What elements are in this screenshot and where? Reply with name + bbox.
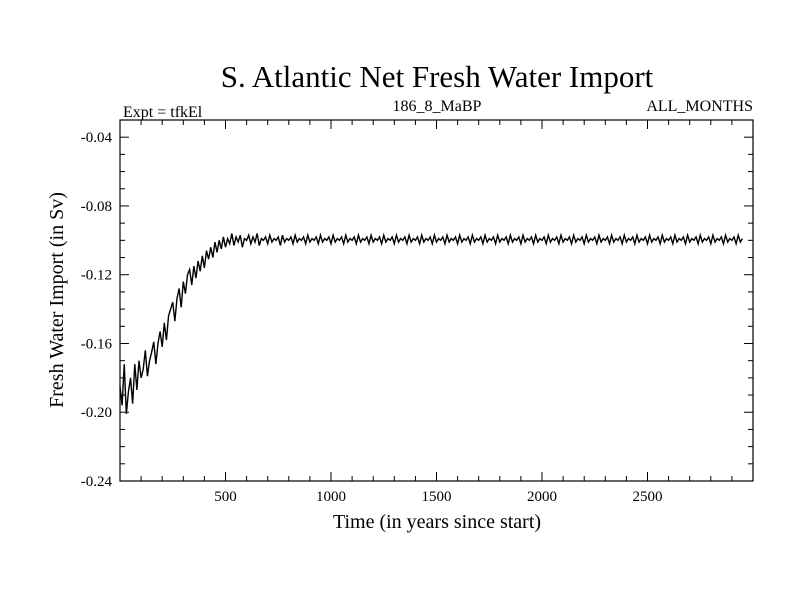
x-tick-label: 2000 — [527, 489, 557, 505]
data-series-layer — [119, 232, 744, 415]
axis-ticks-layer: 500 1000 1500 2000 2500 -0.04 -0.08 -0.12 -0.16 -… — [81, 119, 753, 505]
y-tick-label: -0.24 — [81, 474, 113, 490]
subtitle-run-name: 186_8_MaBP — [393, 98, 482, 115]
y-tick-label: -0.20 — [81, 405, 112, 421]
x-tick-label: 1000 — [316, 489, 346, 505]
plot-frame — [119, 119, 754, 482]
y-tick-label: -0.04 — [81, 130, 113, 146]
subtitle-months: ALL_MONTHS — [646, 98, 753, 115]
series-line-1 — [119, 232, 744, 415]
subtitle-experiment: Expt = tfkEl — [123, 104, 203, 121]
y-tick-label: -0.12 — [81, 268, 112, 284]
y-tick-label: -0.16 — [81, 336, 113, 352]
x-tick-label: 2500 — [633, 489, 663, 505]
y-tick-label: -0.08 — [81, 199, 112, 215]
chart-title: S. Atlantic Net Fresh Water Import — [221, 59, 654, 94]
x-tick-label: 1500 — [422, 489, 452, 505]
x-axis-label: Time (in years since start) — [333, 511, 541, 533]
y-axis-label: Fresh Water Import (in Sv) — [46, 192, 68, 408]
x-tick-label: 500 — [214, 489, 237, 505]
